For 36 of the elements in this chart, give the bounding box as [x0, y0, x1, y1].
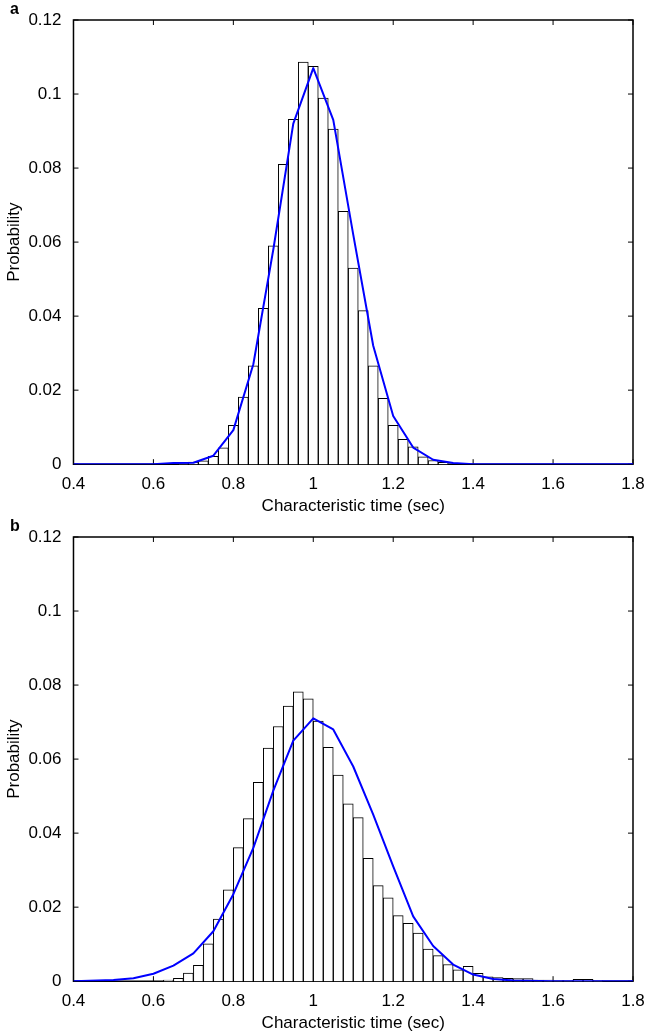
y-tick-label: 0.08: [28, 157, 62, 177]
x-tick-label: 0.4: [61, 474, 86, 494]
y-tick-label: 0.04: [28, 305, 62, 325]
x-tick-label: 1: [308, 991, 319, 1011]
chart-title: b: [10, 517, 20, 535]
y-tick-label: 0.04: [28, 822, 62, 842]
x-tick-label: 1.6: [541, 991, 565, 1011]
y-tick-label: 0.12: [28, 526, 62, 546]
y-tick-label: 0.1: [37, 600, 62, 620]
y-axis-title: Probability: [3, 201, 23, 282]
y-tick-label: 0.06: [28, 231, 62, 251]
y-tick-label: 0: [52, 970, 62, 990]
y-tick-label: 0.06: [28, 748, 62, 768]
x-tick-label: 1.4: [461, 474, 485, 494]
x-tick-label: 1.4: [461, 991, 485, 1011]
y-tick-label: 0: [52, 453, 62, 473]
x-axis-title: Characteristic time (sec): [261, 1013, 445, 1033]
x-tick-label: 0.8: [221, 474, 246, 494]
x-tick-label: 1.8: [621, 991, 645, 1011]
chart-title: a: [10, 0, 19, 18]
y-tick-label: 0.12: [28, 9, 62, 29]
y-tick-label: 0.08: [28, 674, 62, 694]
x-tick-label: 0.6: [141, 991, 166, 1011]
x-tick-label: 1.6: [541, 474, 565, 494]
y-tick-label: 0.02: [28, 896, 62, 916]
x-tick-label: 1.8: [621, 474, 645, 494]
x-tick-label: 0.6: [141, 474, 166, 494]
y-tick-label: 0.1: [37, 83, 62, 103]
y-axis-title: Probability: [3, 718, 23, 799]
x-tick-label: 1.2: [381, 474, 406, 494]
x-tick-label: 0.4: [61, 991, 86, 1011]
x-axis-title: Characteristic time (sec): [261, 496, 445, 516]
x-tick-label: 1: [308, 474, 319, 494]
x-tick-label: 0.8: [221, 991, 246, 1011]
x-tick-label: 1.2: [381, 991, 406, 1011]
y-tick-label: 0.02: [28, 379, 62, 399]
